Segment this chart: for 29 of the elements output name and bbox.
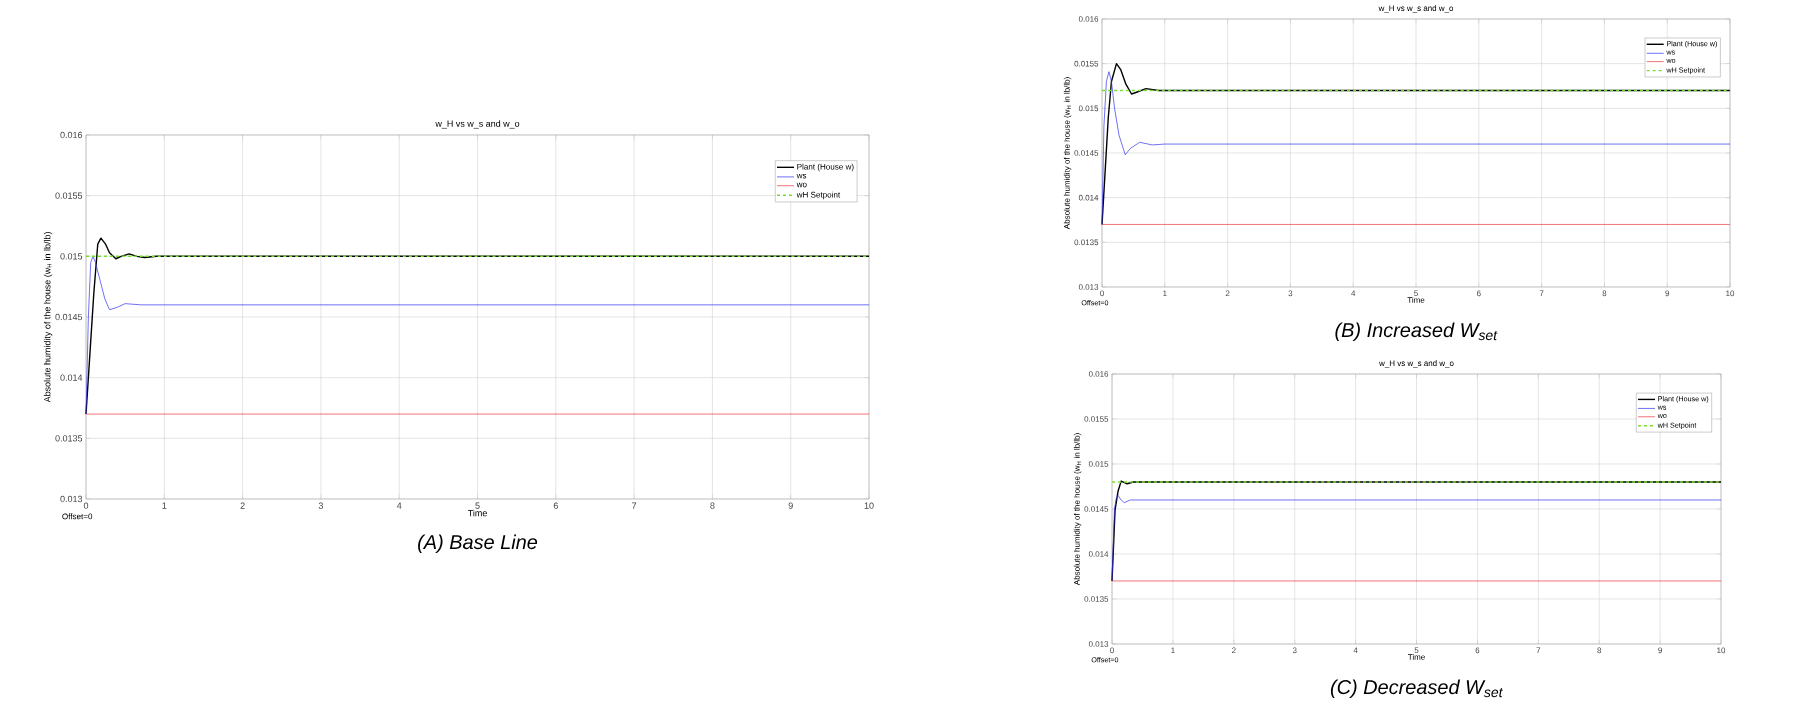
y-axis-title: Absolute humidity of the house (w$_{H}$ in lb/lb) bbox=[43, 232, 53, 403]
x-tick-label: 3 bbox=[318, 502, 324, 509]
x-tick-label: 7 bbox=[632, 502, 637, 509]
y-tick-label: 0.0145 bbox=[55, 313, 83, 321]
x-axis-title: Time bbox=[467, 509, 487, 517]
x-tick-label: 5 bbox=[475, 502, 480, 509]
x-tick-label: 1 bbox=[162, 502, 167, 509]
text: (B) Increased W$_{set}$ bbox=[1335, 322, 1498, 342]
legend-label: wo bbox=[796, 182, 807, 188]
legend-label: Plant (House w) bbox=[797, 163, 854, 172]
y-tick-label: 0.014 bbox=[60, 374, 83, 381]
legend-label: wH Setpoint bbox=[796, 191, 841, 200]
y-tick-label: 0.013 bbox=[60, 495, 83, 503]
x-tick-label: 8 bbox=[710, 502, 715, 509]
y-tick-label: 0.016 bbox=[60, 131, 83, 139]
x-tick-label: 9 bbox=[788, 502, 793, 509]
text: (A) Base Line bbox=[418, 534, 538, 554]
text: Offset=0 bbox=[62, 513, 93, 520]
chart-title: w_H vs w_s and w_o bbox=[435, 120, 520, 129]
text: (C) Decreased W$_{set}$ bbox=[1330, 679, 1504, 699]
x-tick-label: 0 bbox=[83, 502, 89, 509]
y-tick-label: 0.015 bbox=[60, 253, 83, 260]
x-tick-label: 2 bbox=[240, 502, 245, 509]
x-tick-label: 6 bbox=[553, 502, 558, 509]
y-tick-label: 0.0135 bbox=[55, 435, 83, 442]
legend-label: ws bbox=[796, 173, 807, 179]
x-tick-label: 4 bbox=[396, 502, 402, 509]
y-tick-label: 0.0155 bbox=[55, 192, 83, 199]
x-tick-label: 10 bbox=[864, 502, 874, 509]
